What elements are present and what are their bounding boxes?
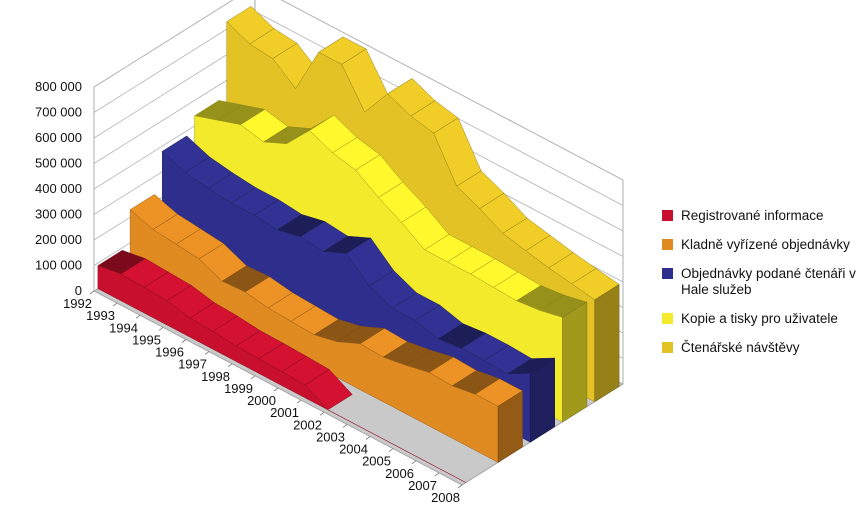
x-tick <box>296 399 302 404</box>
x-tick <box>135 314 141 319</box>
legend-label: Kopie a tisky pro uživatele <box>681 311 838 326</box>
y-axis-ticks: 0 100 000 200 000 300 000 400 000 500 000 600 … <box>35 79 82 298</box>
legend-label: Čtenářské návštěvy <box>681 340 800 355</box>
x-tick <box>365 436 371 440</box>
ribbon-end-cap <box>594 283 620 403</box>
legend-item: Registrované informace <box>662 208 857 224</box>
x-tick-label: 2004 <box>339 442 368 457</box>
legend-label: Registrované informace <box>681 208 824 223</box>
y-tick-label: 200 000 <box>35 232 82 247</box>
legend-item: Objednávky podané čtenáři v Hale služeb <box>662 266 857 298</box>
x-tick-label: 2005 <box>362 454 391 469</box>
x-axis-ticks: 1992199319941995199619971998199920002001… <box>63 290 463 505</box>
x-tick <box>411 460 417 465</box>
y-tick-label: 400 000 <box>35 181 82 196</box>
ribbon-end-cap <box>562 301 588 423</box>
x-tick-label: 1992 <box>63 296 92 311</box>
legend-swatch <box>662 210 673 221</box>
y-tick-label: 100 000 <box>35 258 82 273</box>
legend-swatch <box>662 313 673 324</box>
ribbon-front-face <box>97 265 467 483</box>
x-tick <box>434 472 440 477</box>
x-tick-label: 2008 <box>431 490 460 505</box>
legend-label: Objednávky podané čtenáři v Hale služeb <box>681 266 856 297</box>
x-tick-label: 2002 <box>293 417 322 432</box>
x-tick <box>273 387 279 392</box>
x-tick-label: 1993 <box>86 308 115 323</box>
x-tick-label: 2001 <box>270 405 299 420</box>
x-tick <box>342 424 348 428</box>
series-ribbon <box>97 250 467 483</box>
x-tick <box>319 411 325 416</box>
chart-series-ribbons <box>97 6 620 483</box>
gridline <box>93 0 624 181</box>
x-tick <box>250 375 256 380</box>
ribbon-end-cap <box>530 357 555 443</box>
x-tick-label: 1994 <box>109 320 138 335</box>
y-tick-label: 600 000 <box>35 130 82 145</box>
x-tick <box>112 302 118 307</box>
y-tick-label: 700 000 <box>35 105 82 120</box>
x-tick <box>204 351 210 355</box>
x-tick <box>89 290 95 295</box>
x-tick-label: 1999 <box>224 381 253 396</box>
series-ribbon <box>129 194 523 463</box>
legend-swatch <box>662 342 673 353</box>
x-tick <box>181 339 187 343</box>
legend-item: Kopie a tisky pro uživatele <box>662 311 857 327</box>
y-tick-label: 800 000 <box>35 79 82 94</box>
legend: Registrované informace Kladně vyřízené o… <box>662 208 857 369</box>
legend-item: Kladně vyřízené objednávky <box>662 237 857 253</box>
x-tick <box>158 327 164 331</box>
x-tick-label: 1998 <box>201 369 230 384</box>
y-tick-label: 500 000 <box>35 156 82 171</box>
legend-swatch <box>662 239 673 250</box>
x-tick-label: 2000 <box>247 393 276 408</box>
x-tick-label: 1997 <box>178 357 207 372</box>
x-tick-label: 2007 <box>408 478 437 493</box>
y-tick-label: 300 000 <box>35 207 82 222</box>
y-tick-label: 0 <box>75 283 82 298</box>
legend-item: Čtenářské návštěvy <box>662 340 857 356</box>
x-tick <box>227 363 233 368</box>
legend-label: Kladně vyřízené objednávky <box>681 237 850 252</box>
x-tick <box>388 448 394 452</box>
legend-swatch <box>662 268 673 279</box>
ribbon-end-cap <box>497 390 523 463</box>
x-tick-label: 1995 <box>132 332 161 347</box>
ribbon-front-face <box>129 209 499 463</box>
x-tick-label: 2003 <box>316 429 345 444</box>
x-tick-label: 2006 <box>385 466 414 481</box>
x-tick <box>457 484 463 489</box>
x-tick-label: 1996 <box>155 345 184 360</box>
